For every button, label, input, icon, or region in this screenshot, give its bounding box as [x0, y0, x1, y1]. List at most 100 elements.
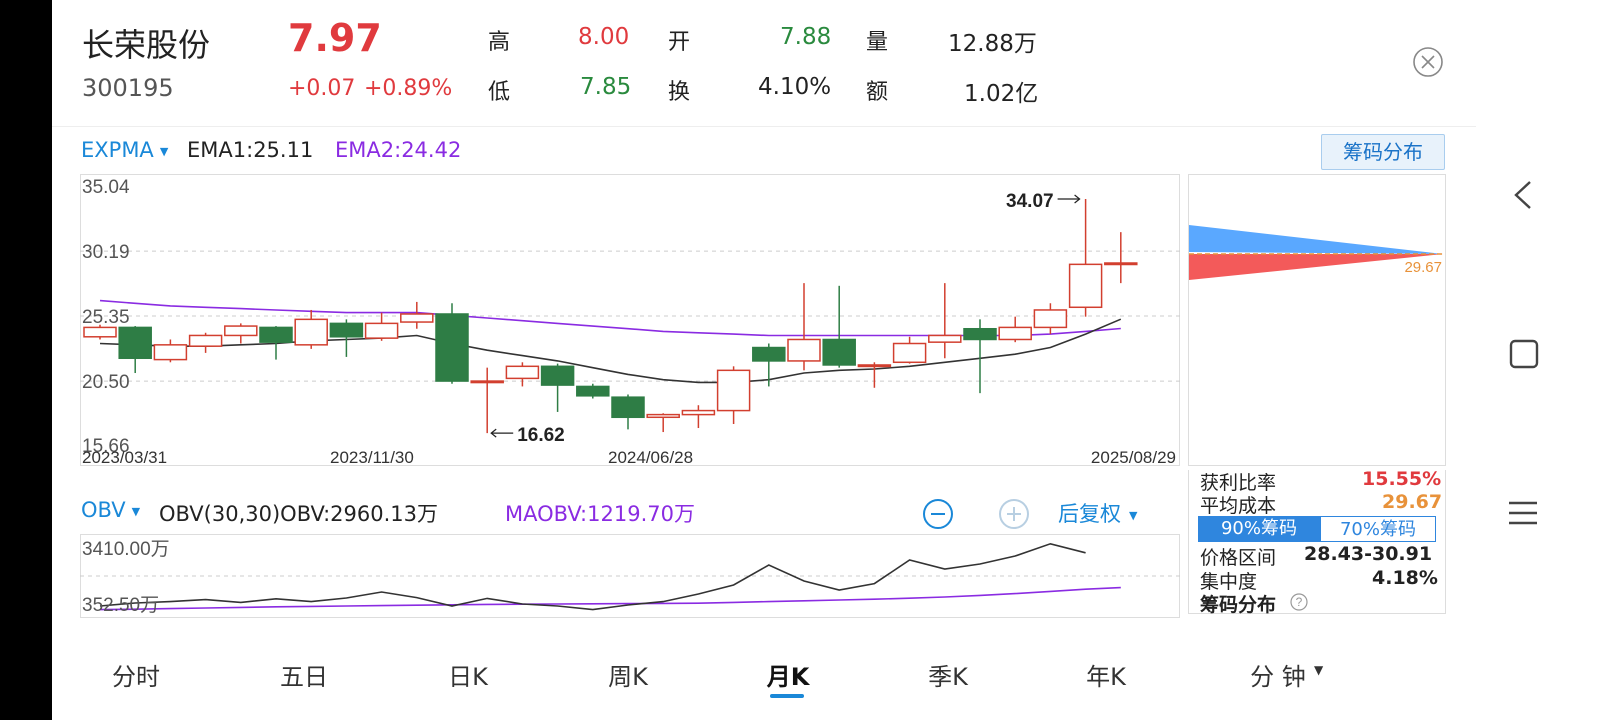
caret-down-icon: ▼ [131, 504, 141, 518]
profit-ratio-label: 获利比率 [1200, 472, 1277, 494]
chip-90-tab[interactable]: 90%筹码 [1198, 516, 1320, 542]
system-navbar [1476, 0, 1600, 720]
max-price-annotation: 34.07 [1006, 191, 1054, 212]
turnover-label: 换 [668, 80, 691, 105]
tab-2[interactable]: 日K [448, 663, 488, 691]
tab-3[interactable]: 周K [608, 663, 648, 691]
candle[interactable] [83, 324, 117, 340]
amount-value: 1.02亿 [964, 81, 1039, 107]
price-change-pct: +0.89% [364, 76, 453, 101]
price-axis-label: 20.50 [82, 372, 130, 393]
stock-code: 300195 [82, 74, 174, 102]
obv-name: OBV [81, 498, 126, 522]
active-tab-indicator [770, 694, 804, 698]
indicator-name: EXPMA [81, 138, 154, 162]
candle[interactable] [857, 362, 892, 388]
date-axis-label: 2023/11/30 [330, 448, 414, 466]
candle[interactable] [364, 312, 399, 341]
avg-cost-label: 平均成本 [1200, 495, 1277, 517]
header-divider [52, 126, 1476, 127]
maobv-value: MAOBV:1219.70万 [505, 502, 695, 526]
chip-stats-panel [1188, 470, 1446, 614]
chip-70-tab[interactable]: 70%筹码 [1320, 516, 1436, 542]
candle[interactable] [892, 336, 927, 364]
tab-1[interactable]: 五日 [280, 663, 328, 691]
menu-icon[interactable] [1506, 498, 1540, 528]
caret-down-icon: ▼ [1314, 663, 1324, 677]
concentration-value: 4.18% [1372, 567, 1438, 589]
candle[interactable] [681, 405, 716, 429]
candle[interactable] [752, 343, 786, 387]
candle[interactable] [646, 413, 680, 433]
zoom-out-icon[interactable] [922, 498, 954, 530]
candle[interactable] [435, 303, 469, 384]
tab-0[interactable]: 分时 [112, 663, 160, 691]
current-price: 7.97 [288, 16, 382, 60]
indicator-selector[interactable]: EXPMA ▼ [81, 138, 168, 162]
back-icon[interactable] [1508, 178, 1538, 212]
zoom-in-icon[interactable] [998, 498, 1030, 530]
tab-4[interactable]: 月K [766, 663, 810, 691]
candle[interactable] [787, 283, 821, 371]
low-value: 7.85 [580, 74, 632, 100]
candle[interactable] [294, 309, 328, 349]
candle[interactable] [1033, 303, 1068, 335]
candle[interactable] [259, 326, 293, 360]
candle[interactable] [716, 366, 751, 424]
obv-chart[interactable]: 3410.00万 352.50万 [80, 534, 1180, 618]
open-label: 开 [668, 30, 691, 55]
candle[interactable] [505, 362, 540, 387]
price-change: +0.07 [288, 76, 356, 101]
turnover-value: 4.10% [758, 74, 832, 100]
price-axis-label: 30.19 [82, 242, 130, 263]
stock-name: 长荣股份 [82, 26, 211, 64]
price-range-value: 28.43-30.91 [1304, 543, 1433, 565]
candle[interactable] [928, 283, 962, 359]
obv-axis-bottom-label: 352.50万 [82, 595, 159, 616]
price-axis-label: 35.04 [82, 177, 130, 198]
tab-5[interactable]: 季K [928, 663, 968, 691]
candle[interactable] [998, 316, 1032, 343]
chip-distribution-button[interactable]: 筹码分布 [1321, 134, 1445, 170]
ema1-value: EMA1:25.11 [187, 138, 314, 162]
maobv-line [99, 586, 1121, 611]
candle[interactable] [611, 394, 645, 430]
volume-value: 12.88万 [948, 31, 1037, 57]
home-square-icon[interactable] [1508, 338, 1540, 370]
tab-6[interactable]: 年K [1086, 663, 1126, 691]
profit-ratio-value: 15.55% [1362, 468, 1442, 490]
chip-loss-area [1189, 254, 1443, 280]
chip-distribution-chart: 29.67 [1188, 174, 1446, 466]
candle[interactable] [153, 339, 188, 363]
volume-label: 量 [866, 30, 889, 55]
obv-params: OBV(30,30)OBV:2960.13万 [159, 502, 439, 526]
low-label: 低 [488, 80, 511, 105]
candle[interactable] [329, 319, 364, 357]
candle[interactable] [400, 301, 434, 329]
stock-detail-app: 长荣股份 300195 7.97 +0.07 +0.89% 高 8.00 低 7… [52, 0, 1476, 720]
candle[interactable] [1068, 199, 1103, 317]
candle[interactable] [1104, 232, 1138, 284]
candle[interactable] [963, 319, 997, 394]
tab-7[interactable]: 分 钟 [1250, 663, 1306, 691]
candle[interactable] [822, 285, 856, 368]
help-icon[interactable]: ? [1290, 593, 1308, 611]
obv-selector[interactable]: OBV ▼ [81, 498, 140, 522]
chip-price-label: 29.67 [1404, 259, 1442, 276]
close-icon[interactable] [1412, 46, 1444, 78]
candle[interactable] [188, 332, 223, 353]
avg-cost-value: 29.67 [1382, 491, 1443, 513]
svg-text:?: ? [1296, 595, 1303, 609]
ema1-line [99, 318, 1122, 384]
chip-profit-area [1189, 225, 1443, 254]
concentration-label: 集中度 [1200, 571, 1258, 593]
candle[interactable] [118, 326, 152, 374]
candle[interactable] [540, 363, 575, 412]
candle[interactable] [576, 383, 610, 399]
price-axis-label: 15.66 [82, 436, 130, 457]
caret-down-icon: ▼ [1129, 508, 1138, 522]
candle[interactable] [470, 367, 504, 434]
candle[interactable] [224, 323, 258, 344]
adjust-selector[interactable]: 后复权 ▼ [1058, 498, 1137, 528]
